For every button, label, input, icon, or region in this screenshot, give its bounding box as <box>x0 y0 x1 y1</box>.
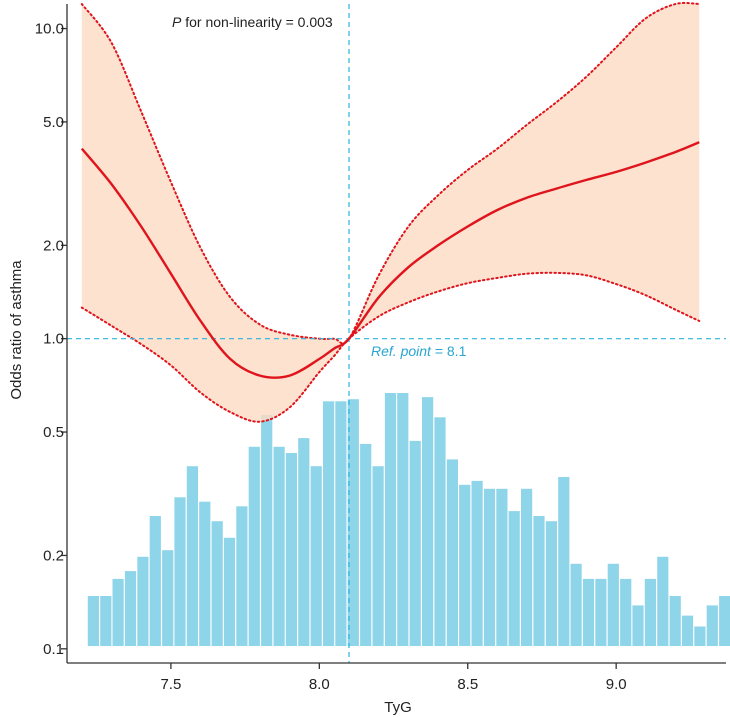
histogram-bar <box>335 401 347 646</box>
histogram-bar <box>582 578 595 646</box>
histogram-bar <box>558 477 570 646</box>
histogram-bar <box>186 466 198 646</box>
histogram-bar <box>422 397 434 646</box>
ci-upper-line <box>80 1 701 345</box>
x-tick-label: 9.0 <box>606 676 627 693</box>
histogram-bar <box>236 506 248 646</box>
histogram-bar <box>384 393 397 646</box>
histogram-bar <box>446 459 458 646</box>
y-tick-label: 0.2 <box>43 547 64 564</box>
histogram-bar <box>595 578 607 646</box>
histogram-bar <box>372 466 384 646</box>
histogram-bar <box>360 443 372 646</box>
p-nonlinearity-annotation: P for non-linearity = 0.003 <box>172 14 333 30</box>
y-axis-title: Odds ratio of asthma <box>8 260 25 400</box>
histogram-bar <box>112 578 124 646</box>
histogram-bar <box>409 440 421 646</box>
histogram-bar <box>149 516 161 646</box>
ref-point-annotation: Ref. point = 8.1 <box>371 343 467 359</box>
histogram-bar <box>521 488 533 646</box>
odds-ratio-line <box>80 141 700 379</box>
histogram-bar <box>261 414 273 646</box>
histogram-bar <box>199 501 211 646</box>
y-tick-label: 0.1 <box>43 641 64 658</box>
histogram-bar <box>681 615 694 646</box>
histogram-bar <box>706 605 718 646</box>
histogram-bar <box>397 393 409 646</box>
histogram-bar <box>719 596 730 646</box>
histogram-bar <box>124 571 137 646</box>
histogram-bar <box>496 488 508 646</box>
histogram-bar <box>298 438 310 646</box>
histogram-bar <box>223 537 236 646</box>
histogram-bar <box>434 417 446 646</box>
x-axis-title: TyG <box>384 699 412 716</box>
histogram-bar <box>211 521 223 646</box>
confidence-band <box>81 2 700 422</box>
histogram-bar <box>100 596 112 646</box>
histogram-bar <box>174 497 186 646</box>
histogram-bar <box>657 556 669 646</box>
histogram-bar <box>285 453 297 646</box>
x-tick-label: 8.0 <box>309 676 330 693</box>
y-tick-label: 2.0 <box>43 237 64 254</box>
histogram-bar <box>694 626 706 646</box>
ci-lower-line <box>80 271 701 423</box>
histogram-bar <box>248 446 260 646</box>
histogram-bar <box>273 446 285 646</box>
histogram-bar <box>483 488 496 646</box>
histogram <box>87 393 730 646</box>
histogram-bar <box>459 484 471 646</box>
histogram-bar <box>137 556 149 646</box>
y-tick-label: 10.0 <box>35 21 64 38</box>
y-tick-label: 5.0 <box>43 114 64 131</box>
histogram-bar <box>162 550 174 646</box>
histogram-bar <box>323 401 335 646</box>
histogram-bar <box>471 480 483 646</box>
y-ticks: 0.1 0.2 0.5 1.0 2.0 5.0 10.0 <box>35 21 67 658</box>
histogram-bar <box>533 516 545 646</box>
histogram-bar <box>607 563 619 646</box>
histogram-bar <box>347 399 359 646</box>
histogram-bar <box>632 605 644 646</box>
histogram-bar <box>669 596 681 646</box>
histogram-bar <box>545 521 557 646</box>
histogram-bar <box>508 511 520 646</box>
x-tick-label: 8.5 <box>457 676 478 693</box>
y-tick-label: 0.5 <box>43 424 64 441</box>
histogram-bar <box>570 563 582 646</box>
y-tick-label: 1.0 <box>43 331 64 348</box>
histogram-bar <box>644 578 656 646</box>
x-ticks: 7.5 8.0 8.5 9.0 <box>160 663 627 693</box>
x-tick-label: 7.5 <box>160 676 181 693</box>
histogram-bar <box>87 596 99 646</box>
histogram-bar <box>310 466 322 646</box>
histogram-bar <box>620 578 632 646</box>
